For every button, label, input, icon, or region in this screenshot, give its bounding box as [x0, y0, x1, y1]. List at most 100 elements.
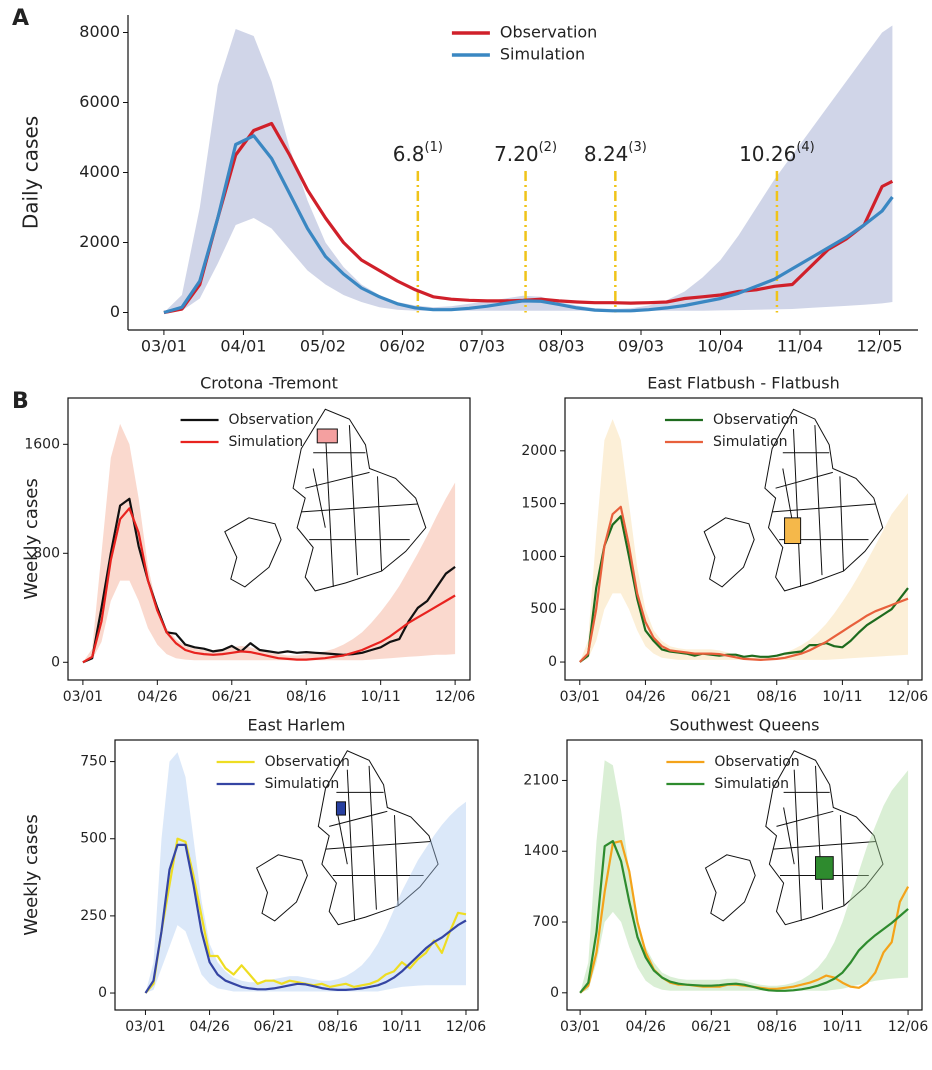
event-date: 8.24	[584, 142, 629, 166]
x-tick-label: 12/05	[856, 337, 902, 356]
series-line	[82, 507, 456, 664]
panel-label: A	[12, 6, 29, 31]
event-annotation: 7.20(2)	[494, 140, 557, 166]
x-tick-label: 03/01	[63, 689, 103, 705]
panel-label: B	[12, 389, 29, 414]
map-border	[783, 807, 795, 865]
y-tick-label: 750	[80, 754, 107, 770]
series-line	[579, 840, 909, 994]
map-border	[814, 425, 823, 576]
chart-title: East Harlem	[248, 716, 346, 735]
map-border	[772, 841, 876, 850]
event-index: (4)	[796, 140, 814, 155]
legend-label: Simulation	[714, 776, 789, 792]
x-tick-label: 03/01	[141, 337, 187, 356]
event-index: (1)	[425, 140, 443, 155]
map-highlight	[316, 428, 338, 444]
series-line	[579, 515, 909, 663]
x-tick-label: 06/21	[691, 689, 731, 705]
x-tick-label: 05/02	[300, 337, 346, 356]
event-date: 7.20	[494, 142, 539, 166]
chart-panel: 0 500 1000 1500 2000 03/01 04/26 06/21 08/16 10/1…	[521, 374, 928, 706]
event-annotation: 10.26(4)	[739, 140, 815, 166]
x-tick-label: 03/01	[560, 1019, 600, 1035]
axes-frame	[67, 397, 471, 681]
series-line	[144, 843, 467, 994]
y-tick-label: 0	[550, 985, 559, 1001]
legend-label: Observation	[229, 412, 314, 428]
y-tick-label: 0	[98, 985, 107, 1001]
map-border	[368, 765, 377, 910]
legend-label: Observation	[500, 23, 597, 42]
axes-frame	[564, 397, 923, 681]
y-tick-label: 1600	[24, 436, 60, 452]
x-tick-label: 06/21	[691, 1019, 731, 1035]
y-axis-label: Weekly cases	[21, 478, 42, 599]
x-tick-label: 12/06	[888, 1019, 928, 1035]
uncertainty-band	[82, 423, 456, 663]
x-tick-label: 04/01	[220, 337, 266, 356]
map-border	[839, 476, 844, 572]
map-border	[305, 471, 370, 489]
x-tick-label: 06/02	[379, 337, 425, 356]
y-tick-label: 800	[33, 545, 60, 561]
chart-title: Southwest Queens	[669, 716, 819, 735]
x-tick-label: 08/16	[757, 689, 797, 705]
x-tick-label: 04/26	[137, 689, 177, 705]
event-index: (2)	[539, 140, 557, 155]
map-border	[776, 810, 834, 827]
map-border	[324, 428, 334, 587]
chart-panel: 6.8(1) 7.20(2) 8.24(3) 10.26(4) 0 2000 4000 600…	[12, 6, 918, 356]
x-tick-label: 07/03	[459, 337, 505, 356]
map-staten-island	[255, 854, 308, 922]
y-tick-label: 1000	[521, 548, 557, 564]
y-tick-label: 4000	[79, 162, 120, 181]
y-tick-label: 6000	[79, 92, 120, 111]
y-tick-label: 8000	[79, 22, 120, 41]
x-tick-label: 03/01	[560, 689, 600, 705]
map-border	[329, 810, 388, 827]
event-annotation: 6.8(1)	[393, 140, 443, 166]
map-border	[793, 769, 802, 921]
x-tick-label: 08/16	[318, 1019, 358, 1035]
y-tick-label: 2100	[523, 772, 559, 788]
chart-panel: 0 700 1400 2100 03/01 04/26 06/21 08/16 10/11 12/…	[523, 716, 928, 1036]
chart-panel: 0 800 1600 03/01 04/26 06/21 08/16 10/11 12/06 We…	[12, 374, 475, 706]
x-tick-label: 12/06	[888, 689, 928, 705]
uncertainty-band	[580, 760, 909, 993]
x-tick-label: 04/26	[625, 689, 665, 705]
map-border	[815, 765, 824, 910]
legend-label: Simulation	[713, 434, 788, 450]
map-highlight	[815, 856, 834, 880]
y-tick-label: 250	[80, 908, 107, 924]
x-tick-label: 04/26	[189, 1019, 229, 1035]
y-axis-label: Daily cases	[19, 116, 43, 229]
y-tick-label: 700	[532, 914, 559, 930]
uncertainty-band	[145, 752, 466, 993]
map-border	[793, 428, 802, 587]
series-line	[579, 505, 909, 663]
map-highlight	[784, 517, 802, 545]
map-boroughs	[292, 408, 427, 592]
legend-label: Simulation	[500, 45, 585, 64]
legend-label: Observation	[714, 754, 799, 770]
x-tick-label: 11/04	[777, 337, 823, 356]
legend-label: Observation	[713, 412, 798, 428]
y-tick-label: 0	[548, 654, 557, 670]
map-border	[325, 841, 431, 850]
map-border	[312, 468, 326, 528]
legend-label: Simulation	[229, 434, 304, 450]
event-date: 6.8	[393, 142, 425, 166]
map-staten-island	[224, 517, 282, 588]
series-line	[163, 134, 894, 315]
map-border	[772, 503, 876, 513]
x-tick-label: 10/11	[382, 1019, 422, 1035]
x-tick-label: 06/21	[212, 689, 252, 705]
event-index: (3)	[628, 140, 646, 155]
x-tick-label: 09/03	[618, 337, 664, 356]
map-staten-island	[703, 517, 755, 588]
map-border	[394, 815, 399, 906]
y-tick-label: 1400	[523, 843, 559, 859]
legend-label: Simulation	[265, 776, 340, 792]
